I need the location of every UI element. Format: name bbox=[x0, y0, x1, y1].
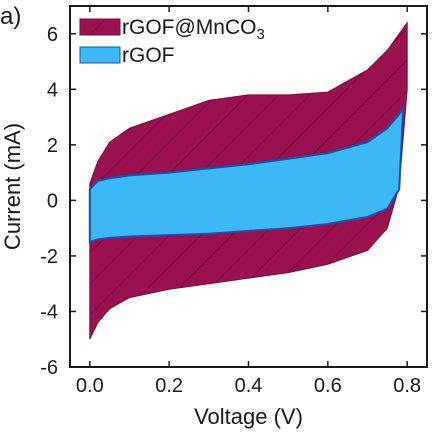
legend-swatch bbox=[79, 46, 121, 64]
y-tick-label: 6 bbox=[47, 24, 58, 46]
y-tick-label: 0 bbox=[47, 190, 58, 212]
y-tick-label: -2 bbox=[40, 246, 58, 268]
y-tick-label: -4 bbox=[40, 301, 58, 323]
x-axis: 0.0 0.2 0.4 0.6 0.8 bbox=[76, 6, 421, 397]
x-tick-label: 0.6 bbox=[314, 375, 342, 397]
panel-label: a) bbox=[0, 3, 21, 30]
plot-series bbox=[88, 21, 408, 340]
x-axis-label: Voltage (V) bbox=[194, 404, 303, 429]
y-axis-label: Current (mA) bbox=[0, 123, 25, 250]
legend-label: rGOF bbox=[122, 44, 175, 67]
x-tick-label: 0.2 bbox=[155, 375, 183, 397]
x-tick-label: 0.8 bbox=[393, 375, 421, 397]
y-axis: -6 -4 -2 0 2 4 6 bbox=[40, 24, 427, 379]
series-area-1 bbox=[88, 105, 405, 244]
legend-swatch bbox=[79, 18, 121, 36]
x-tick-label: 0.4 bbox=[235, 375, 263, 397]
y-tick-label: -6 bbox=[40, 357, 58, 379]
x-tick-label: 0.0 bbox=[76, 375, 104, 397]
y-tick-label: 2 bbox=[47, 135, 58, 157]
legend-label: rGOF@MnCO3 bbox=[122, 16, 265, 43]
legend-label-subscript: 3 bbox=[256, 26, 264, 43]
y-tick-label: 4 bbox=[47, 79, 58, 101]
